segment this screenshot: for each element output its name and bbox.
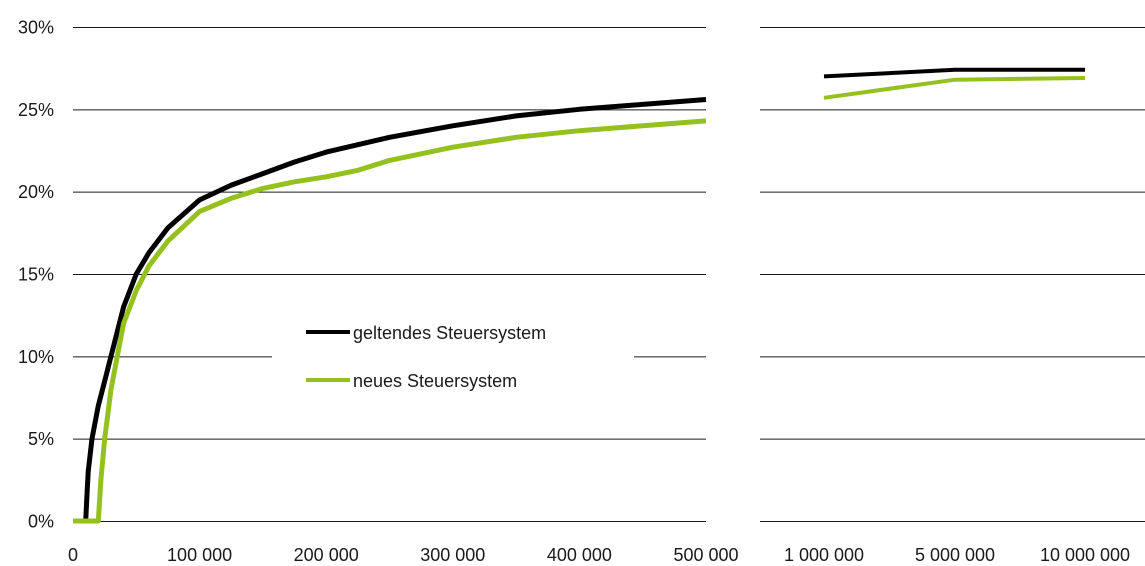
- legend: geltendes Steuersystem neues Steuersyste…: [272, 310, 634, 410]
- x-tick-label: 400 000: [547, 545, 612, 565]
- series-line-left-neues: [73, 118, 707, 524]
- legend-label-geltendes-steuersystem: geltendes Steuersystem: [353, 323, 546, 343]
- x-tick-label: 500 000: [673, 545, 738, 565]
- legend-background: [272, 310, 634, 410]
- y-tick-label: 30%: [18, 18, 54, 38]
- right-panel-x-tick-labels: 1 000 000 5 000 000 10 000 000: [784, 545, 1130, 565]
- x-tick-label: 200 000: [294, 545, 359, 565]
- y-tick-label: 5%: [28, 429, 54, 449]
- series-line-right-neues: [823, 76, 1086, 100]
- series-line-left-geltendes: [73, 97, 707, 524]
- left-panel-gridlines: [73, 27, 706, 522]
- y-tick-label: 0%: [28, 512, 54, 532]
- x-tick-label: 100 000: [167, 545, 232, 565]
- left-panel-x-tick-labels: 0 100 000 200 000 300 000 400 000 500 000: [68, 545, 739, 565]
- legend-label-neues-steuersystem: neues Steuersystem: [353, 371, 517, 391]
- y-axis-tick-labels: 0% 5% 10% 15% 20% 25% 30%: [18, 18, 54, 532]
- y-tick-label: 15%: [18, 265, 54, 285]
- right-panel-gridlines: [760, 27, 1145, 522]
- y-tick-label: 20%: [18, 182, 54, 202]
- y-tick-label: 10%: [18, 347, 54, 367]
- y-tick-label: 25%: [18, 100, 54, 120]
- x-tick-label: 300 000: [420, 545, 485, 565]
- right-panel-series: [823, 67, 1086, 100]
- x-tick-label: 0: [68, 545, 78, 565]
- x-tick-label: 5 000 000: [915, 545, 995, 565]
- left-panel-series: [73, 97, 707, 524]
- x-tick-label: 1 000 000: [784, 545, 864, 565]
- x-tick-label: 10 000 000: [1040, 545, 1130, 565]
- series-line-right-geltendes: [823, 67, 1085, 79]
